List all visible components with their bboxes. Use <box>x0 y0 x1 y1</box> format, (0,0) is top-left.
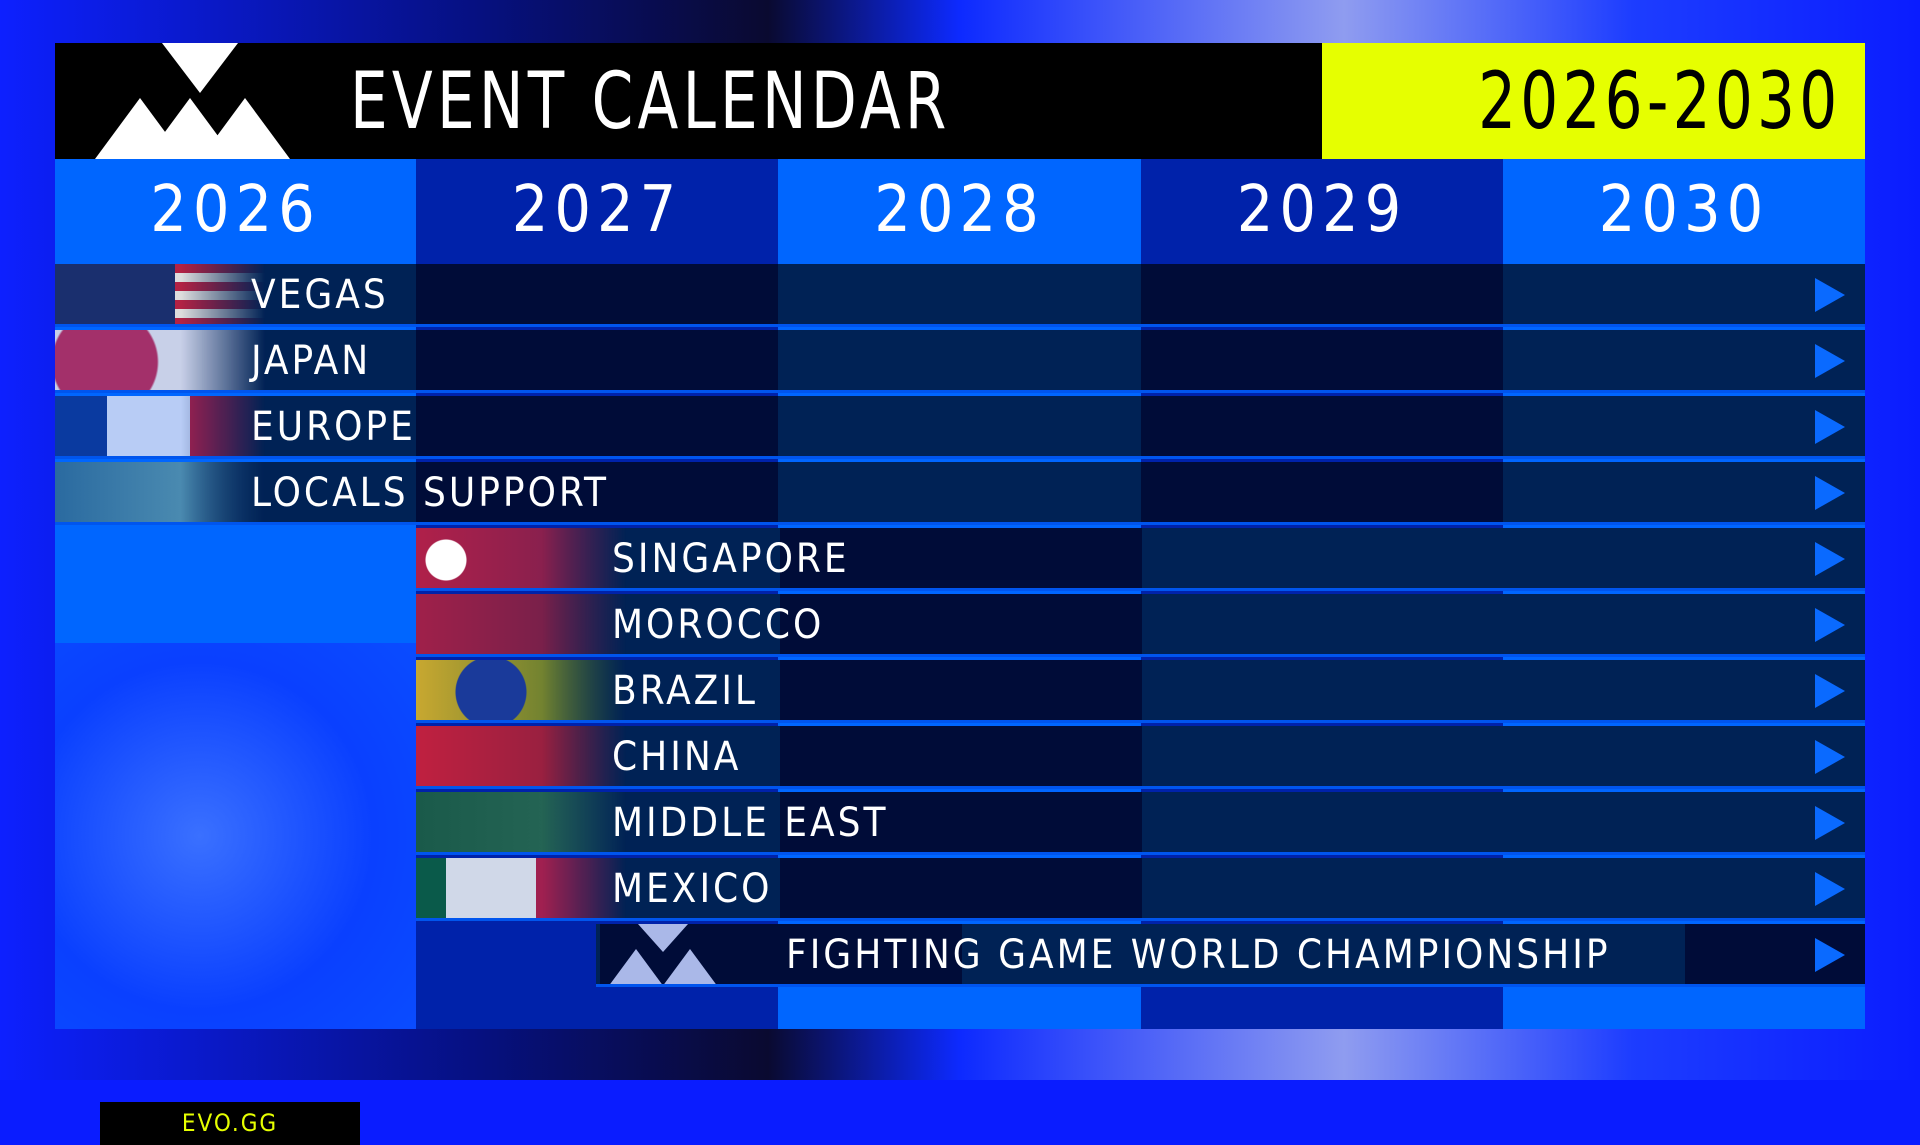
year-header: 2030 <box>1598 173 1770 247</box>
event-row[interactable]: MOROCCO <box>416 594 1865 657</box>
year-range-badge: 2026-2030 <box>1322 43 1865 159</box>
mexico-flag-icon <box>416 858 626 918</box>
event-label: EUROPE <box>251 404 416 450</box>
play-arrow-icon[interactable] <box>1815 740 1845 774</box>
event-label: LOCALS SUPPORT <box>251 470 609 516</box>
event-row[interactable]: EUROPE <box>55 396 1865 459</box>
row-background <box>416 660 1865 720</box>
event-label: JAPAN <box>251 338 372 384</box>
evo-logo-icon <box>95 43 290 159</box>
play-arrow-icon[interactable] <box>1815 608 1845 642</box>
header: EVENT CALENDAR 2026-2030 <box>55 43 1865 159</box>
play-arrow-icon[interactable] <box>1815 410 1845 444</box>
year-header: 2028 <box>874 173 1045 247</box>
event-row[interactable]: LOCALS SUPPORT <box>55 462 1865 525</box>
event-row[interactable]: BRAZIL <box>416 660 1865 723</box>
play-arrow-icon[interactable] <box>1815 542 1845 576</box>
event-row[interactable]: VEGAS <box>55 264 1865 327</box>
event-label: BRAZIL <box>612 668 758 714</box>
morocco-flag-icon <box>416 594 626 654</box>
row-background <box>416 528 1865 588</box>
saudi-flag-icon <box>416 792 626 852</box>
event-label: FIGHTING GAME WORLD CHAMPIONSHIP <box>786 932 1611 978</box>
singapore-flag-icon <box>416 528 626 588</box>
play-arrow-icon[interactable] <box>1815 278 1845 312</box>
event-label: SINGAPORE <box>612 536 850 582</box>
play-arrow-icon[interactable] <box>1815 674 1845 708</box>
year-header: 2027 <box>511 173 683 247</box>
event-label: VEGAS <box>251 272 389 318</box>
year-header: 2026 <box>150 173 321 247</box>
event-label: MEXICO <box>612 866 773 912</box>
row-background <box>416 858 1865 918</box>
row-background <box>416 594 1865 654</box>
brazil-flag-icon <box>416 660 626 720</box>
play-arrow-icon[interactable] <box>1815 806 1845 840</box>
row-background <box>55 396 1865 456</box>
site-link[interactable]: EVO.GG <box>100 1102 360 1145</box>
play-arrow-icon[interactable] <box>1815 938 1845 972</box>
row-background <box>55 462 1865 522</box>
china-flag-icon <box>416 726 626 786</box>
event-row[interactable]: MIDDLE EAST <box>416 792 1865 855</box>
usa-flag-icon <box>55 264 265 324</box>
crowd-photo <box>55 643 416 1029</box>
japan-flag-icon <box>55 330 265 390</box>
row-background <box>55 330 1865 390</box>
event-row[interactable]: SINGAPORE <box>416 528 1865 591</box>
event-row[interactable]: CHINA <box>416 726 1865 789</box>
page-title: EVENT CALENDAR <box>350 57 951 147</box>
row-background <box>416 792 1865 852</box>
play-arrow-icon[interactable] <box>1815 476 1845 510</box>
event-label: MOROCCO <box>612 602 825 648</box>
row-background <box>416 726 1865 786</box>
calendar-panel: EVENT CALENDAR 2026-2030 2026 EVO.GG 2027 2… <box>55 43 1865 1145</box>
play-arrow-icon[interactable] <box>1815 872 1845 906</box>
row-background <box>55 264 1865 324</box>
event-row[interactable]: FIGHTING GAME WORLD CHAMPIONSHIP <box>596 924 1865 987</box>
row-background <box>596 924 1865 984</box>
year-header: 2029 <box>1236 173 1408 247</box>
play-arrow-icon[interactable] <box>1815 344 1845 378</box>
event-label: CHINA <box>612 734 742 780</box>
event-row[interactable]: MEXICO <box>416 858 1865 921</box>
event-label: MIDDLE EAST <box>612 800 889 846</box>
france-flag-icon <box>55 396 265 456</box>
evo-logo-icon <box>596 924 736 984</box>
world-map-icon <box>55 462 265 522</box>
event-row[interactable]: JAPAN <box>55 330 1865 393</box>
